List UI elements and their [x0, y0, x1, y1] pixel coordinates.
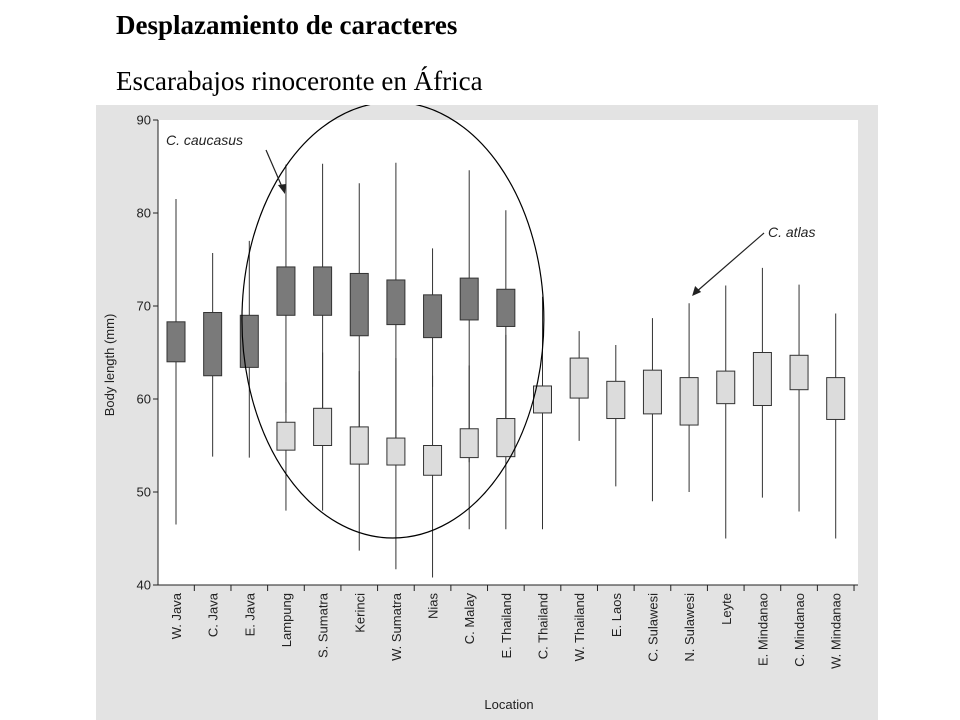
highlight-circle — [241, 105, 545, 539]
x-tick-label-c-sulawesi: C. Sulawesi — [645, 593, 660, 662]
x-tick-label-e-laos: E. Laos — [609, 593, 624, 638]
box-c-atlas-w-mindanao — [826, 377, 846, 420]
box-c-atlas-leyte — [716, 370, 736, 405]
arrowhead-c-atlas — [692, 286, 702, 296]
box-c-atlas-c-malay — [459, 428, 479, 459]
box-c-atlas-e-thailand — [496, 418, 516, 458]
box-c-atlas-e-mindanao — [752, 352, 772, 407]
box-c-caucasus-lampung — [276, 266, 296, 316]
box-c-atlas-e-laos — [606, 380, 626, 420]
box-c-atlas-w-sumatra — [386, 437, 406, 466]
y-axis-label: Body length (mm) — [102, 314, 117, 417]
x-tick-label-w-java: W. Java — [169, 592, 184, 639]
x-tick-label-n-sulawesi: N. Sulawesi — [682, 593, 697, 662]
x-axis-label: Location — [484, 697, 533, 712]
x-tick-label-nias: Nias — [426, 593, 441, 620]
annotation-arrow-c-atlas — [695, 232, 765, 293]
arrowhead-c-caucasus — [277, 184, 286, 194]
x-tick-label-leyte: Leyte — [719, 593, 734, 625]
box-c-atlas-nias — [423, 445, 443, 476]
x-tick-label-lampung: Lampung — [279, 593, 294, 647]
x-tick-label-c-java: C. Java — [206, 592, 221, 637]
box-c-caucasus-w-java — [166, 321, 186, 363]
box-c-caucasus-e-thailand — [496, 288, 516, 327]
boxplot-chart: 40 50 60 70 80 90 W. Java C. Java E. Java Lampung… — [102, 105, 858, 712]
box-c-atlas-c-sulawesi — [642, 369, 662, 415]
box-c-atlas-s-sumatra — [313, 407, 333, 446]
annotation-arrow-c-caucasus — [265, 149, 284, 190]
plot-area — [158, 120, 858, 585]
box-c-caucasus-kerinci — [349, 272, 369, 337]
annotation-c-atlas: C. atlas — [768, 224, 815, 240]
y-tick-label: 70 — [137, 299, 151, 314]
x-tick-label-w-sumatra: W. Sumatra — [389, 592, 404, 661]
x-tick-label-e-thailand: E. Thailand — [499, 593, 514, 659]
x-tick-label-s-sumatra: S. Sumatra — [316, 592, 331, 658]
y-tick-label: 90 — [137, 113, 151, 128]
box-c-caucasus-nias — [423, 294, 443, 339]
box-c-caucasus-s-sumatra — [313, 266, 333, 316]
x-tick-label-c-mindanao: C. Mindanao — [792, 593, 807, 667]
box-c-atlas-lampung — [276, 421, 296, 451]
x-tick-label-kerinci: Kerinci — [352, 593, 367, 633]
x-tick-label-w-mindanao: W. Mindanao — [829, 593, 844, 669]
box-c-caucasus-w-sumatra — [386, 279, 406, 326]
slide-title: Desplazamiento de caracteres — [116, 10, 458, 40]
box-c-atlas-c-mindanao — [789, 354, 809, 391]
box-c-atlas-w-thailand — [569, 357, 589, 399]
x-tick-label-w-thailand: W. Thailand — [572, 593, 587, 661]
slide-subtitle: Escarabajos rinoceronte en África — [116, 66, 483, 96]
y-tick-label: 50 — [137, 485, 151, 500]
box-c-caucasus-e-java — [239, 314, 259, 368]
box-c-caucasus-c-java — [203, 312, 223, 377]
y-tick-label: 80 — [137, 206, 151, 221]
chart-panel: 40 50 60 70 80 90 W. Java C. Java E. Java Lampung… — [96, 105, 878, 720]
box-c-atlas-kerinci — [349, 426, 369, 465]
y-tick-label: 60 — [137, 392, 151, 407]
box-c-atlas-n-sulawesi — [679, 377, 699, 426]
x-tick-label-c-thailand: C. Thailand — [536, 593, 551, 659]
box-c-caucasus-c-malay — [459, 277, 479, 321]
y-tick-label: 40 — [137, 578, 151, 593]
annotation-c-caucasus: C. caucasus — [166, 132, 243, 148]
x-tick-label-e-mindanao: E. Mindanao — [755, 593, 770, 666]
x-tick-label-c-malay: C. Malay — [462, 593, 477, 645]
x-tick-label-e-java: E. Java — [242, 592, 257, 636]
